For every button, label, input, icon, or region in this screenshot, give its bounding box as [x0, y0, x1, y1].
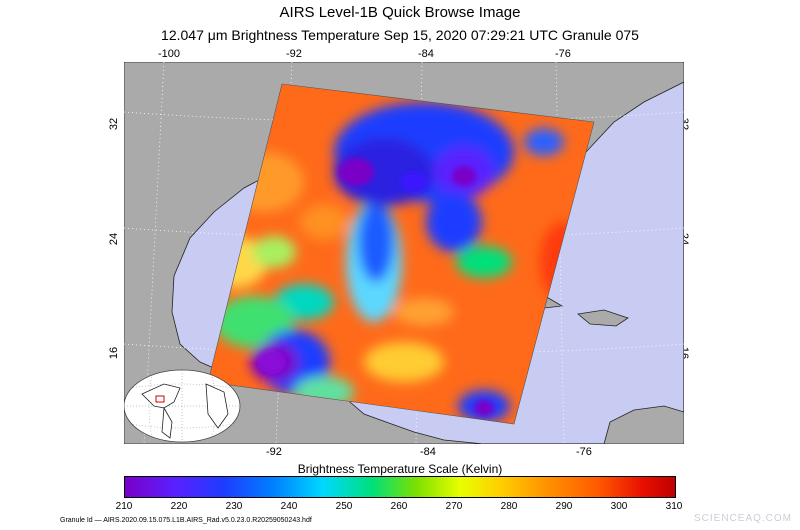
colorbar-tick: 210	[115, 501, 133, 512]
swath-outline	[207, 83, 595, 425]
left-lat-label: 16	[108, 346, 121, 360]
page-subtitle: 12.047 μm Brightness Temperature Sep 15,…	[161, 27, 639, 43]
map-panel	[124, 62, 684, 444]
top-lon-label: -92	[286, 48, 302, 60]
bottom-lon-label: -84	[420, 446, 436, 458]
colorbar-tick: 230	[225, 501, 243, 512]
hispaniola-island	[577, 309, 629, 327]
top-lon-label: -76	[555, 48, 571, 60]
colorbar-tick: 260	[390, 501, 408, 512]
bottom-lon-label: -76	[576, 446, 592, 458]
granule-id: Granule Id — AIRS.2020.09.15.075.L1B.AIR…	[60, 517, 312, 524]
top-lon-label: -100	[158, 48, 181, 60]
colorbar-tick: 300	[610, 501, 628, 512]
colorbar-tick: 310	[665, 501, 683, 512]
colorbar-tick: 290	[555, 501, 573, 512]
colorbar-title: Brightness Temperature Scale (Kelvin)	[297, 462, 503, 476]
watermark: SCIENCEAQ.COM	[693, 513, 792, 524]
colorbar	[124, 476, 676, 498]
page-title: AIRS Level-1B Quick Browse Image	[279, 4, 521, 21]
colorbar-tick: 280	[500, 501, 518, 512]
colorbar-tick: 240	[280, 501, 298, 512]
locator-box	[155, 395, 165, 403]
colorbar-tick: 220	[170, 501, 188, 512]
top-lon-label: -84	[418, 48, 434, 60]
colorbar-tick: 250	[335, 501, 353, 512]
south-america-coast	[603, 405, 684, 444]
left-lat-label: 24	[108, 232, 121, 246]
left-lat-label: 32	[108, 117, 121, 131]
locator-globe	[124, 369, 241, 443]
bottom-lon-label: -92	[266, 446, 282, 458]
colorbar-tick: 270	[445, 501, 463, 512]
